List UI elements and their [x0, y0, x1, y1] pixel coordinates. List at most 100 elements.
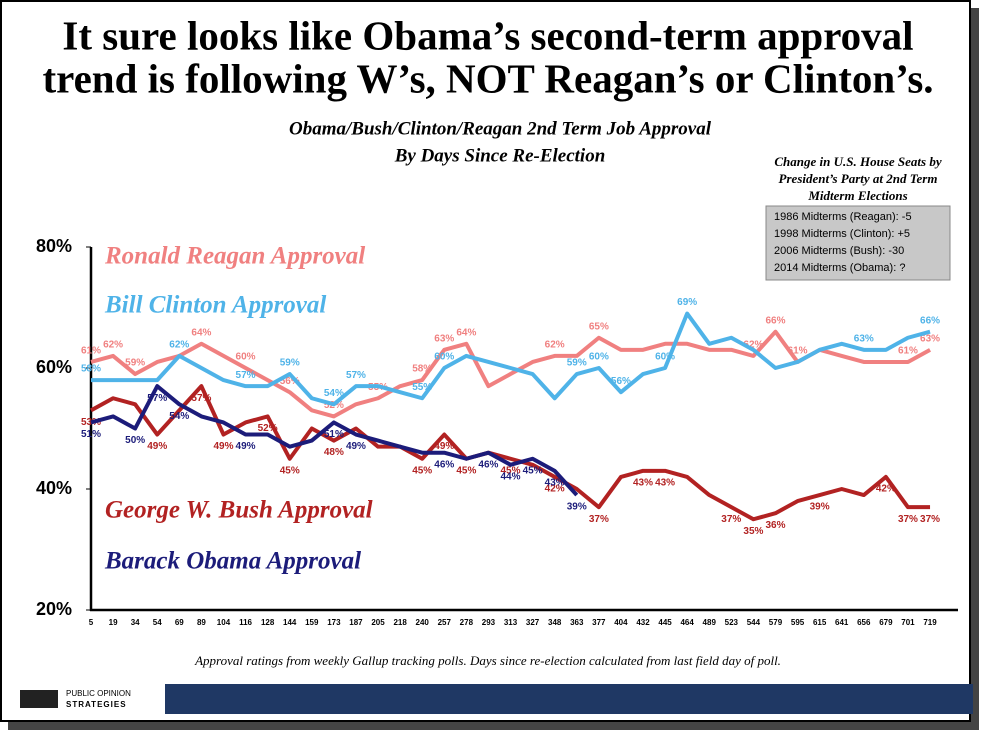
- data-label: 63%: [854, 333, 874, 344]
- y-tick-label: 20%: [36, 599, 72, 619]
- x-tick-label: 363: [570, 618, 584, 627]
- x-tick-label: 432: [636, 618, 650, 627]
- x-tick-label: 240: [416, 618, 430, 627]
- inset-row: 2014 Midterms (Obama): ?: [774, 262, 905, 274]
- data-label: 37%: [920, 514, 940, 525]
- x-tick-label: 327: [526, 618, 540, 627]
- frame-shadow: [8, 722, 979, 730]
- subtitle-line: By Days Since Re-Election: [394, 145, 606, 166]
- footer-bar: [165, 684, 973, 714]
- logo-text: PUBLIC OPINION: [66, 689, 131, 698]
- data-label: 66%: [765, 315, 785, 326]
- data-label: 59%: [125, 358, 145, 369]
- data-label: 54%: [169, 411, 189, 422]
- data-label: 63%: [920, 333, 940, 344]
- data-label: 43%: [545, 477, 565, 488]
- data-label: 56%: [280, 376, 300, 387]
- data-label: 51%: [81, 429, 101, 440]
- inset-row: 1998 Midterms (Clinton): +5: [774, 228, 910, 240]
- data-label: 59%: [280, 358, 300, 369]
- x-tick-label: 89: [197, 618, 206, 627]
- data-label: 64%: [456, 327, 476, 338]
- data-label: 60%: [589, 352, 609, 363]
- data-label: 54%: [324, 388, 344, 399]
- data-label: 57%: [346, 370, 366, 381]
- x-tick-label: 544: [747, 618, 761, 627]
- data-label: 45%: [501, 465, 521, 476]
- data-label: 43%: [655, 477, 675, 488]
- data-label: 60%: [434, 352, 454, 363]
- data-label: 58%: [81, 364, 101, 375]
- series-line: [90, 384, 579, 497]
- x-tick-label: 173: [327, 618, 341, 627]
- x-tick-label: 679: [879, 618, 893, 627]
- data-label: 37%: [589, 514, 609, 525]
- x-tick-label: 489: [703, 618, 717, 627]
- x-tick-label: 116: [239, 618, 252, 627]
- data-label: 60%: [655, 352, 675, 363]
- title-line: trend is following W’s, NOT Reagan’s or …: [42, 55, 933, 101]
- x-tick-label: 293: [482, 618, 496, 627]
- data-label: 61%: [898, 346, 918, 357]
- x-tick-label: 159: [305, 618, 319, 627]
- x-tick-label: 144: [283, 618, 297, 627]
- data-label: 39%: [567, 502, 587, 513]
- data-label: 46%: [434, 459, 454, 470]
- footnote: Approval ratings from weekly Gallup trac…: [194, 653, 781, 668]
- inset-title: President’s Party at 2nd Term: [779, 171, 938, 186]
- data-label: 50%: [125, 435, 145, 446]
- subtitle-line: Obama/Bush/Clinton/Reagan 2nd Term Job A…: [289, 118, 712, 139]
- data-label: 49%: [147, 441, 167, 452]
- x-tick-label: 54: [153, 618, 162, 627]
- x-tick-label: 464: [680, 618, 694, 627]
- series-name: Bill Clinton Approval: [104, 292, 326, 319]
- inset-row: 1986 Midterms (Reagan): -5: [774, 211, 912, 223]
- data-label: 69%: [677, 297, 697, 308]
- data-label: 60%: [236, 352, 256, 363]
- series-line: [90, 384, 931, 522]
- x-tick-label: 719: [923, 618, 937, 627]
- data-label: 49%: [213, 441, 233, 452]
- data-label: 43%: [633, 477, 653, 488]
- series-name: Barack Obama Approval: [104, 548, 361, 575]
- inset-title: Change in U.S. House Seats by: [774, 154, 941, 169]
- x-tick-label: 595: [791, 618, 805, 627]
- x-tick-label: 19: [109, 618, 118, 627]
- data-label: 59%: [567, 358, 587, 369]
- data-label: 62%: [743, 340, 763, 351]
- data-label: 42%: [545, 484, 565, 495]
- data-label: 55%: [412, 382, 432, 393]
- x-tick-label: 615: [813, 618, 827, 627]
- data-label: 37%: [898, 514, 918, 525]
- x-tick-label: 104: [217, 618, 231, 627]
- data-label: 62%: [103, 340, 123, 351]
- series-line: [90, 329, 932, 419]
- x-tick-label: 5: [89, 618, 94, 627]
- data-label: 49%: [346, 441, 366, 452]
- data-label: 45%: [280, 465, 300, 476]
- data-label: 61%: [788, 346, 808, 357]
- data-label: 62%: [545, 340, 565, 351]
- data-label: 66%: [920, 315, 940, 326]
- data-label: 56%: [611, 376, 631, 387]
- x-tick-label: 701: [901, 618, 915, 627]
- data-label: 39%: [810, 502, 830, 513]
- x-tick-label: 404: [614, 618, 628, 627]
- data-label: 44%: [501, 471, 521, 482]
- frame-shadow: [971, 8, 979, 730]
- data-label: 45%: [523, 465, 543, 476]
- series-name: George W. Bush Approval: [105, 497, 373, 524]
- data-label: 35%: [743, 526, 763, 537]
- x-tick-label: 128: [261, 618, 275, 627]
- data-label: 65%: [589, 321, 609, 332]
- data-label: 37%: [721, 514, 741, 525]
- logo-text: STRATEGIES: [66, 700, 127, 709]
- data-label: 58%: [412, 364, 432, 375]
- x-tick-label: 34: [131, 618, 140, 627]
- x-tick-label: 313: [504, 618, 518, 627]
- data-label: 51%: [324, 429, 344, 440]
- data-label: 61%: [81, 346, 101, 357]
- data-label: 45%: [412, 465, 432, 476]
- data-label: 42%: [876, 484, 896, 495]
- inset-box: [765, 205, 951, 281]
